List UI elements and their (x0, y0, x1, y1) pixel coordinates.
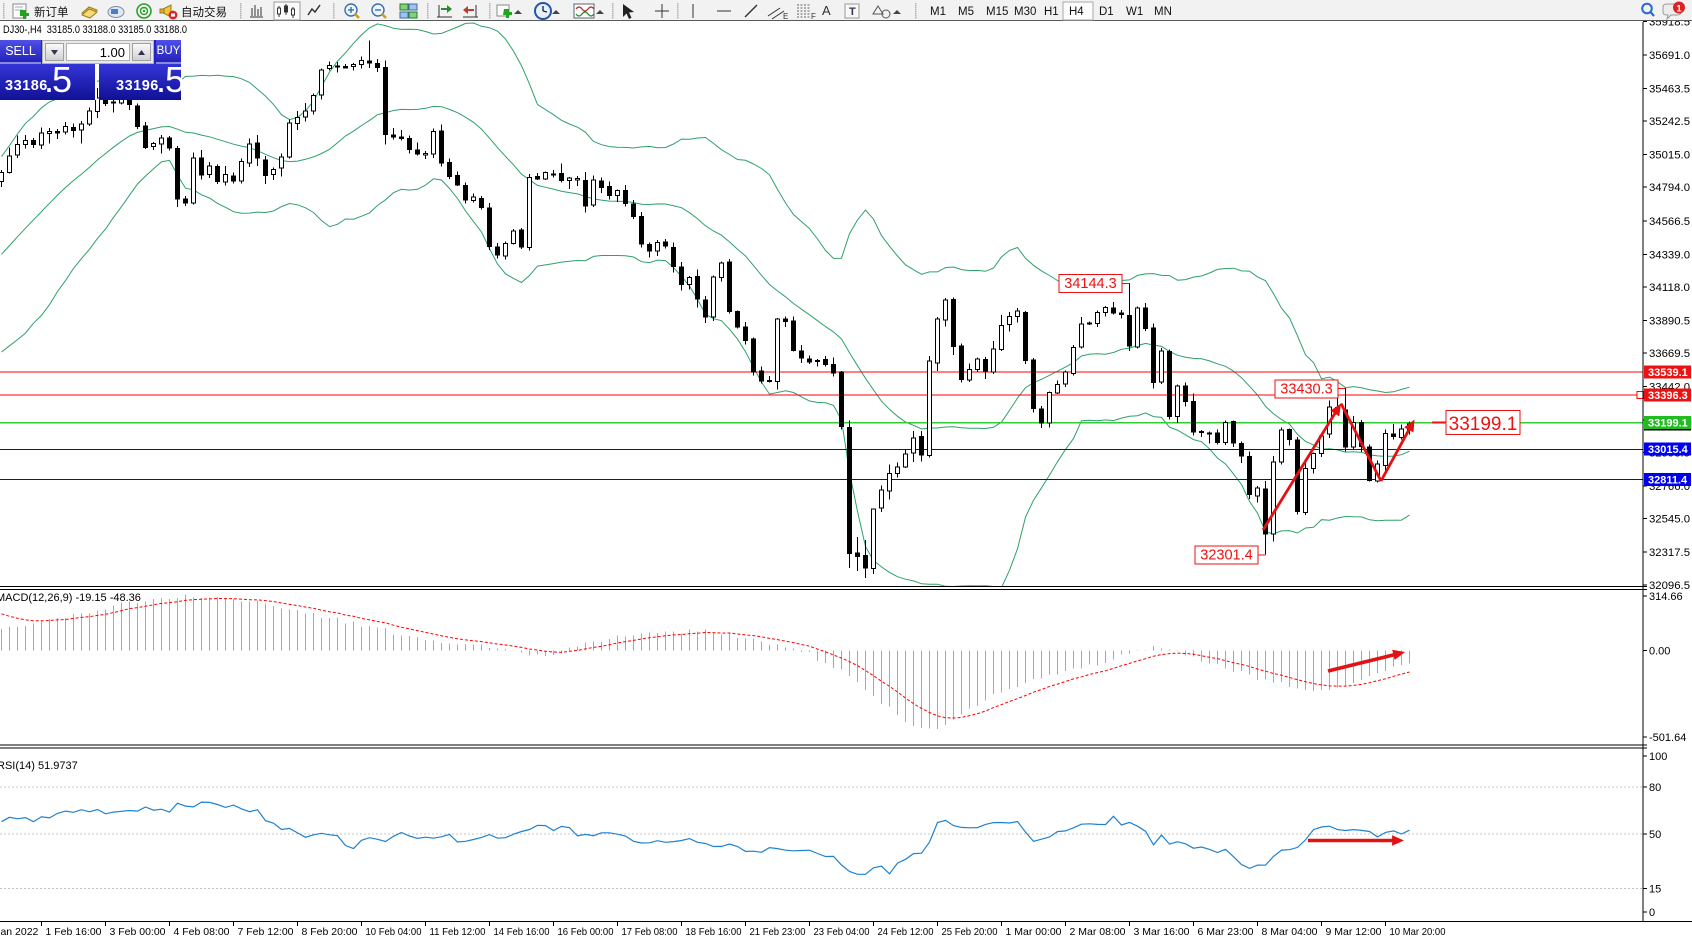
svg-text:D1: D1 (1099, 6, 1114, 18)
svg-text:34118.0: 34118.0 (1649, 282, 1690, 294)
svg-text:DJ30-,H4 33185.0 33188.0 3318: DJ30-,H4 33185.0 33188.0 33185.0 33188.0 (3, 24, 187, 36)
svg-text:32096.5: 32096.5 (1649, 580, 1690, 592)
svg-text:8 Feb 20:00: 8 Feb 20:00 (302, 926, 358, 938)
svg-text:RSI(14) 51.9737: RSI(14) 51.9737 (0, 760, 78, 772)
svg-text:100: 100 (1649, 751, 1667, 763)
svg-text:18 Feb 16:00: 18 Feb 16:00 (686, 926, 742, 938)
svg-text:H1: H1 (1044, 6, 1059, 18)
svg-text:新订单: 新订单 (34, 5, 69, 19)
svg-text:50: 50 (1649, 829, 1661, 841)
svg-text:32317.5: 32317.5 (1649, 547, 1690, 559)
svg-text:W1: W1 (1126, 6, 1143, 18)
svg-text:3 Mar 16:00: 3 Mar 16:00 (1134, 926, 1190, 938)
svg-text:MN: MN (1154, 6, 1172, 18)
svg-text:16 Feb 00:00: 16 Feb 00:00 (558, 926, 614, 938)
svg-text:6 Mar 23:00: 6 Mar 23:00 (1198, 926, 1254, 938)
svg-text:M15: M15 (986, 6, 1008, 18)
svg-text:2 Mar 08:00: 2 Mar 08:00 (1070, 926, 1126, 938)
svg-text:34566.5: 34566.5 (1649, 216, 1690, 228)
svg-text:33199.1: 33199.1 (1449, 414, 1518, 435)
svg-text:8 Mar 04:00: 8 Mar 04:00 (1262, 926, 1318, 938)
svg-text:M5: M5 (958, 6, 974, 18)
svg-text:35015.0: 35015.0 (1649, 150, 1690, 162)
svg-text:314.66: 314.66 (1649, 591, 1683, 603)
svg-text:0.00: 0.00 (1649, 646, 1670, 658)
svg-text:33015.4: 33015.4 (1648, 444, 1689, 456)
svg-text:33199.1: 33199.1 (1648, 418, 1688, 430)
svg-text:11 Feb 12:00: 11 Feb 12:00 (430, 926, 486, 938)
svg-text:34144.3: 34144.3 (1064, 276, 1116, 292)
svg-text:A: A (822, 3, 831, 18)
svg-text:9 Mar 12:00: 9 Mar 12:00 (1326, 926, 1382, 938)
svg-text:10 Mar 20:00: 10 Mar 20:00 (1390, 926, 1446, 938)
svg-text:24 Feb 12:00: 24 Feb 12:00 (878, 926, 934, 938)
svg-text:14 Feb 16:00: 14 Feb 16:00 (494, 926, 550, 938)
svg-text:3 Feb 00:00: 3 Feb 00:00 (110, 926, 166, 938)
svg-text:E: E (783, 12, 788, 21)
svg-text:H4: H4 (1069, 6, 1084, 18)
svg-text:4 Feb 08:00: 4 Feb 08:00 (174, 926, 230, 938)
svg-text:自动交易: 自动交易 (181, 5, 227, 19)
svg-text:F: F (811, 12, 816, 21)
svg-text:10 Feb 04:00: 10 Feb 04:00 (366, 926, 422, 938)
svg-text:35463.5: 35463.5 (1649, 84, 1690, 96)
svg-text:32301.4: 32301.4 (1200, 548, 1252, 564)
svg-text:M30: M30 (1014, 6, 1036, 18)
svg-text:35691.0: 35691.0 (1649, 50, 1690, 62)
svg-text:-501.64: -501.64 (1649, 732, 1686, 744)
svg-text:T: T (849, 6, 856, 18)
svg-text:7 Feb 12:00: 7 Feb 12:00 (238, 926, 294, 938)
svg-text:1: 1 (1676, 4, 1682, 15)
svg-text:33890.5: 33890.5 (1649, 315, 1690, 327)
svg-text:1 Feb 16:00: 1 Feb 16:00 (46, 926, 102, 938)
svg-text:25 Feb 20:00: 25 Feb 20:00 (942, 926, 998, 938)
svg-text:33669.5: 33669.5 (1649, 348, 1690, 360)
svg-text:35242.5: 35242.5 (1649, 116, 1690, 128)
svg-text:0: 0 (1649, 907, 1655, 919)
svg-text:34339.0: 34339.0 (1649, 249, 1690, 261)
svg-text:80: 80 (1649, 782, 1661, 794)
svg-text:MACD(12,26,9) -19.15 -48.36: MACD(12,26,9) -19.15 -48.36 (0, 592, 141, 604)
svg-text:33396.3: 33396.3 (1648, 390, 1688, 402)
svg-text:32811.4: 32811.4 (1648, 475, 1688, 487)
svg-text:1 Mar 00:00: 1 Mar 00:00 (1006, 926, 1062, 938)
svg-text:21 Feb 23:00: 21 Feb 23:00 (750, 926, 806, 938)
svg-text:32545.0: 32545.0 (1649, 514, 1690, 526)
svg-text:31 Jan 2022: 31 Jan 2022 (0, 926, 39, 938)
svg-text:15: 15 (1649, 884, 1661, 896)
svg-text:17 Feb 08:00: 17 Feb 08:00 (622, 926, 678, 938)
svg-text:M1: M1 (930, 6, 946, 18)
svg-text:33539.1: 33539.1 (1648, 367, 1688, 379)
svg-text:33430.3: 33430.3 (1280, 382, 1332, 398)
svg-text:34794.0: 34794.0 (1649, 182, 1690, 194)
svg-text:23 Feb 04:00: 23 Feb 04:00 (814, 926, 870, 938)
